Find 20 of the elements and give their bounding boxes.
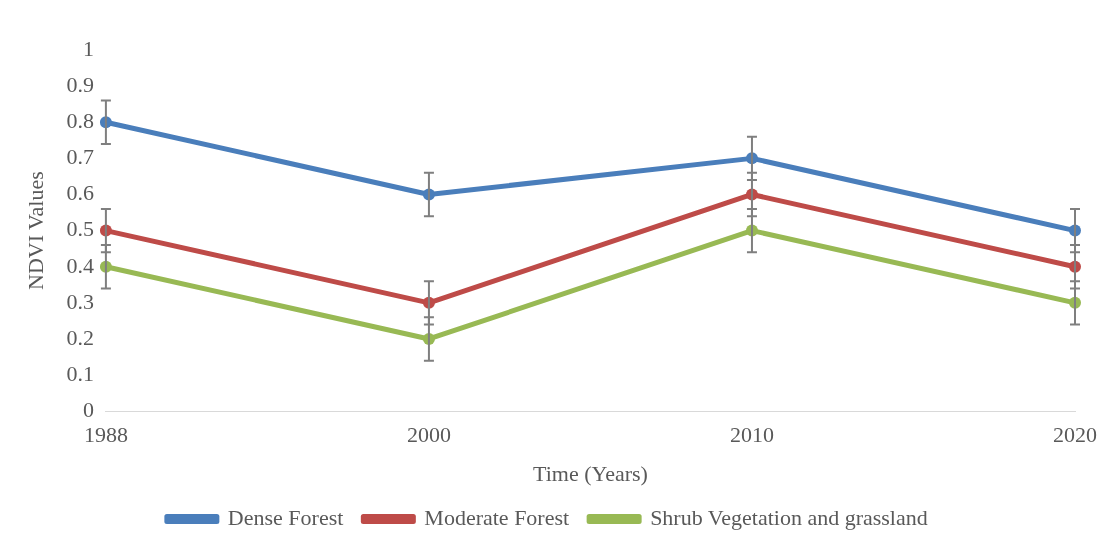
legend-label: Moderate Forest [424,504,570,530]
y-tick-label: 0.2 [66,324,94,350]
y-tick-label: 0.3 [66,288,94,314]
y-tick-label: 0.4 [66,252,94,278]
y-axis-title: NDVI Values [22,171,48,290]
x-tick-label: 2020 [1053,422,1097,448]
y-tick-label: 0.1 [66,360,94,386]
y-tick-label: 0.8 [66,108,94,134]
x-tick-label: 2010 [729,422,774,448]
legend-label: Dense Forest [227,504,344,530]
y-tick-label: 0.5 [66,216,94,242]
y-tick-label: 0 [82,396,94,422]
x-axis-title: Time (Years) [532,460,648,486]
y-tick-label: 1 [82,35,94,61]
y-tick-label: 0.9 [66,71,94,97]
y-tick-label: 0.6 [66,180,94,206]
y-tick-label: 0.7 [66,144,94,170]
x-tick-label: 2000 [406,422,451,448]
x-tick-label: 1988 [83,422,128,448]
legend-label: Shrub Vegetation and grassland [650,504,928,530]
